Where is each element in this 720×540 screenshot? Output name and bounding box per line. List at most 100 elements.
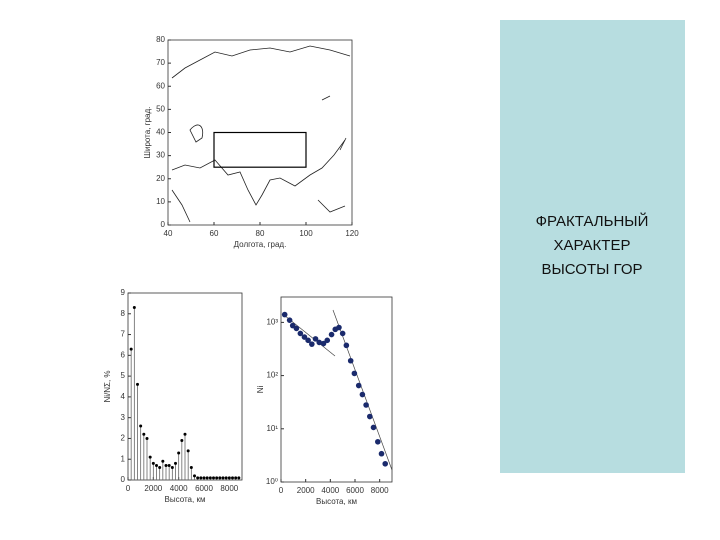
point: [320, 340, 327, 347]
stem-point: [136, 382, 139, 386]
point: [336, 324, 342, 331]
stem-point: [129, 347, 133, 351]
stem-point: [155, 463, 158, 467]
stem-point: [174, 461, 177, 465]
stem-point: [199, 476, 203, 480]
x-tick-label: 4000: [170, 484, 188, 493]
point: [359, 391, 366, 398]
y-tick-label: 10: [156, 197, 165, 206]
y-tick-label: 4: [121, 392, 126, 401]
point: [305, 337, 311, 344]
stem-point: [177, 451, 181, 455]
stem-point: [215, 476, 219, 480]
x-axis-label: Долгота, град.: [234, 240, 287, 249]
stem-point: [231, 476, 234, 480]
point: [367, 413, 373, 420]
y-axis-label: Ni/NΣ, %: [103, 370, 112, 402]
x-tick-label: 80: [256, 229, 265, 238]
y-tick-label: 20: [156, 174, 165, 183]
stem-point: [193, 474, 196, 478]
y-tick-label: 5: [121, 371, 126, 380]
stem-point: [145, 436, 149, 440]
point: [351, 370, 358, 377]
point: [343, 342, 350, 349]
stem-point: [142, 432, 146, 436]
x-axis-label: Высота, км: [165, 495, 206, 504]
x-tick-label: 6000: [195, 484, 213, 493]
y-tick-label: 80: [156, 35, 165, 44]
stem-point: [151, 461, 155, 465]
y-axis-label: Широта, град.: [143, 107, 152, 159]
stem-point: [205, 476, 209, 480]
x-tick-label: 4000: [321, 486, 339, 495]
x-tick-label: 8000: [220, 484, 238, 493]
y-tick-label: 50: [156, 104, 165, 113]
point: [297, 330, 304, 337]
x-tick-label: 0: [279, 486, 284, 495]
point: [347, 357, 354, 364]
point: [378, 450, 385, 457]
coastlines: [171, 45, 351, 223]
x-tick-label: 2000: [144, 484, 162, 493]
x-tick-label: 0: [126, 484, 131, 493]
title-line: ХАРАКТЕР: [554, 237, 631, 254]
stem-point: [208, 476, 212, 480]
point: [363, 402, 369, 408]
point: [293, 325, 300, 332]
stem-point: [148, 455, 152, 459]
point: [355, 382, 362, 389]
y-tick-label: 3: [121, 413, 126, 422]
stem-point: [132, 306, 136, 310]
y-tick-label: 6: [121, 350, 126, 359]
point: [301, 334, 308, 340]
point: [281, 311, 288, 318]
point: [286, 317, 293, 323]
y-tick-label: 10⁰: [266, 477, 278, 486]
x-tick-label: 6000: [346, 486, 364, 495]
stem-point: [202, 476, 206, 480]
y-tick-label: 1: [121, 454, 126, 463]
x-tick-label: 40: [164, 229, 173, 238]
point: [309, 341, 315, 347]
title-line: ФРАКТАЛЬНЫЙ: [536, 212, 649, 230]
stem-point: [164, 463, 168, 467]
stem-point: [170, 466, 174, 470]
y-tick-label: 10³: [266, 317, 278, 326]
stem-point: [189, 466, 193, 470]
x-tick-label: 100: [299, 229, 313, 238]
x-axis-label: Высота, км: [316, 497, 357, 506]
point: [339, 330, 346, 337]
stem-point: [212, 476, 215, 480]
x-tick-label: 120: [345, 229, 359, 238]
stem-point: [237, 476, 241, 480]
region-box: [213, 131, 307, 168]
fit-lines: [283, 309, 393, 471]
point: [312, 336, 319, 342]
title-panel: [500, 20, 685, 473]
y-tick-label: 0: [121, 475, 126, 484]
stem-point: [183, 432, 187, 436]
title-line: ВЫСОТЫ ГОР: [541, 261, 642, 278]
x-tick-label: 8000: [371, 486, 389, 495]
stem-point: [167, 463, 171, 467]
y-tick-label: 70: [156, 58, 165, 67]
stem-point: [196, 476, 200, 480]
stem-point: [218, 476, 222, 480]
point: [328, 331, 335, 338]
stem-point: [186, 449, 190, 453]
y-tick-label: 60: [156, 81, 165, 90]
y-tick-label: 7: [121, 330, 126, 339]
stem-point: [227, 476, 231, 480]
stem-point: [224, 476, 228, 480]
y-axis-label: Ni: [256, 386, 265, 394]
stem-point: [158, 466, 162, 470]
stem-point: [180, 439, 184, 443]
y-tick-label: 10²: [266, 371, 278, 380]
y-tick-label: 2: [121, 434, 126, 443]
stem-point: [234, 476, 238, 480]
x-tick-label: 2000: [297, 486, 315, 495]
y-tick-label: 8: [121, 309, 126, 318]
plot-frame: [280, 296, 393, 483]
